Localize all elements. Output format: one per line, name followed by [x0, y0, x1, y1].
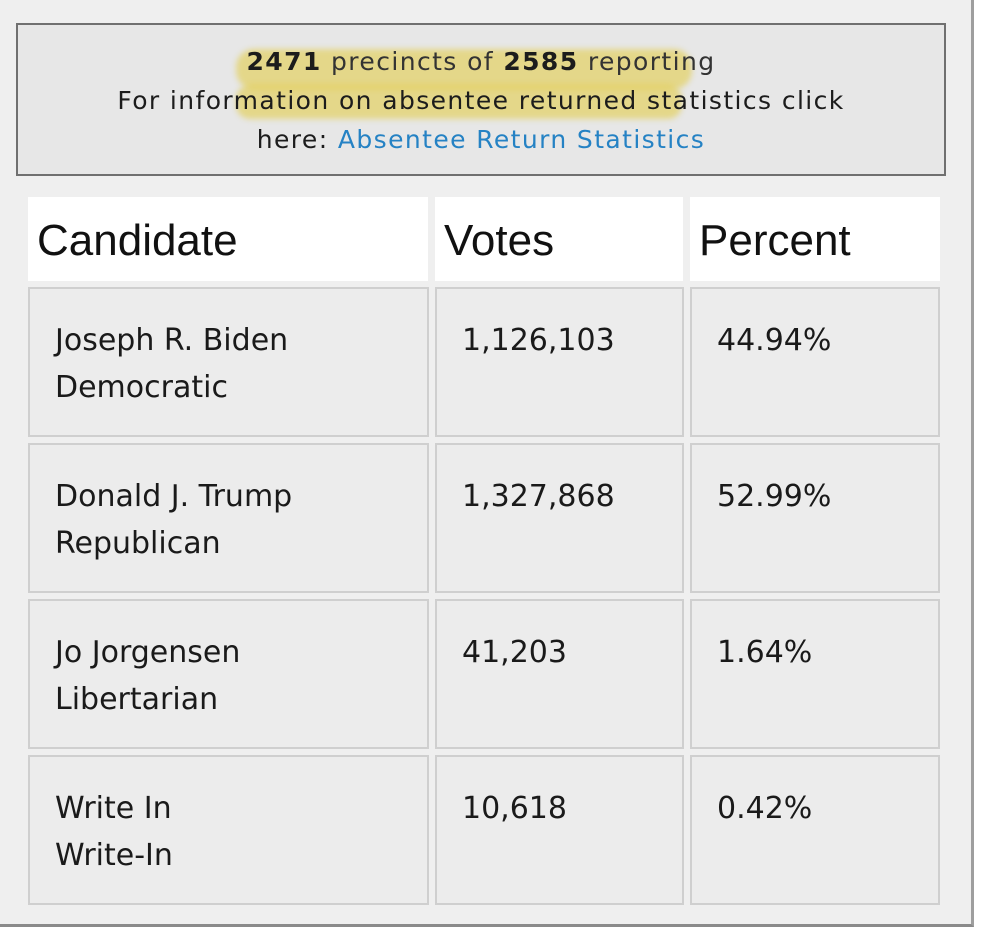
- results-panel: 2471 precincts of 2585 reporting For inf…: [0, 0, 974, 927]
- percent-cell: 1.64%: [690, 599, 940, 749]
- candidate-name: Joseph R. Biden: [55, 323, 289, 358]
- candidate-cell: Joseph R. Biden Democratic: [28, 287, 429, 437]
- candidate-party: Democratic: [55, 370, 228, 405]
- candidate-name: Donald J. Trump: [55, 479, 293, 514]
- absentee-link-line: here: Absentee Return Statistics: [18, 125, 944, 155]
- table-row: Jo Jorgensen Libertarian 41,203 1.64%: [0, 599, 974, 749]
- table-row: Write In Write-In 10,618 0.42%: [0, 755, 974, 905]
- absentee-info-text: For information on absentee returned sta…: [117, 86, 845, 115]
- percent-cell: 44.94%: [690, 287, 940, 437]
- candidate-cell: Write In Write-In: [28, 755, 429, 905]
- absentee-return-statistics-link[interactable]: Absentee Return Statistics: [337, 125, 706, 154]
- votes-cell: 1,126,103: [435, 287, 684, 437]
- percent-cell: 0.42%: [690, 755, 940, 905]
- candidate-party: Libertarian: [55, 682, 219, 717]
- table-header-row: Candidate Votes Percent: [0, 197, 974, 281]
- column-header-candidate: Candidate: [28, 197, 428, 281]
- candidate-name: Jo Jorgensen: [55, 635, 241, 670]
- percent-cell: 52.99%: [690, 443, 940, 593]
- precincts-reporting-line: 2471 precincts of 2585 reporting: [18, 47, 944, 77]
- votes-cell: 1,327,868: [435, 443, 684, 593]
- candidate-cell: Donald J. Trump Republican: [28, 443, 429, 593]
- absentee-link-prefix: here:: [256, 125, 338, 154]
- candidate-party: Republican: [55, 526, 221, 561]
- table-row: Donald J. Trump Republican 1,327,868 52.…: [0, 443, 974, 593]
- precincts-of-text: precincts of: [331, 47, 494, 76]
- table-row: Joseph R. Biden Democratic 1,126,103 44.…: [0, 287, 974, 437]
- column-header-votes: Votes: [435, 197, 683, 281]
- column-header-percent: Percent: [690, 197, 940, 281]
- highlighter-mark: [236, 49, 692, 89]
- reporting-info-box: 2471 precincts of 2585 reporting For inf…: [16, 23, 946, 176]
- votes-cell: 10,618: [435, 755, 684, 905]
- votes-cell: 41,203: [435, 599, 684, 749]
- precincts-total-count: 2585: [503, 47, 579, 76]
- reporting-text: reporting: [587, 47, 716, 76]
- precincts-reporting-count: 2471: [246, 47, 322, 76]
- candidate-party: Write-In: [55, 838, 173, 873]
- candidate-cell: Jo Jorgensen Libertarian: [28, 599, 429, 749]
- candidate-name: Write In: [55, 791, 172, 826]
- highlighter-mark: [236, 85, 682, 119]
